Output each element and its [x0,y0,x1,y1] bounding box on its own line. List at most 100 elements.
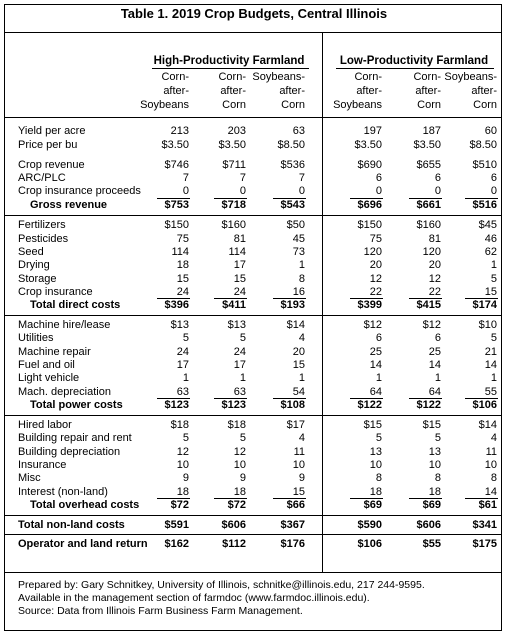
column-header-line: after- [415,85,441,97]
subtotal-underline [273,298,306,299]
table-row-building-repair-and-rent: Building repair and rent 5 5 4 5 5 4 [0,432,508,445]
column-header-line: Corn- [161,71,189,83]
table-cell: 5 [182,332,189,344]
table-cell: 15 [292,359,305,371]
section-divider [4,534,502,535]
table-cell: $50 [286,219,305,231]
row-label: Interest (non-land) [18,486,108,498]
table-cell: 9 [182,472,189,484]
table-cell: 14 [369,359,382,371]
table-cell: 21 [484,346,497,358]
group-header-high-underline [152,68,309,69]
table-cell: $746 [164,159,189,171]
table-cell: $160 [416,219,441,231]
section-divider [4,315,502,316]
section-divider [4,415,502,416]
table-cell: 55 [484,386,497,398]
table-cell: 75 [369,233,382,245]
subtotal-underline [409,298,442,299]
table-row-utilities: Utilities 5 5 4 6 6 5 [0,332,508,345]
footer-source: Source: Data from Illinois Farm Business… [18,605,303,617]
table-cell: $13 [170,319,189,331]
row-label: Fertilizers [18,219,66,231]
table-row-insurance: Insurance 10 10 10 10 10 10 [0,459,508,472]
table-cell: 10 [484,459,497,471]
table-cell: 5 [490,273,497,285]
row-label: Misc [18,472,41,484]
table-cell: $690 [357,159,382,171]
table-cell: 15 [484,286,497,298]
subtotal-underline [157,198,190,199]
table-cell: $45 [478,219,497,231]
table-cell: 24 [176,286,189,298]
table-cell: $10 [478,319,497,331]
table-cell: 73 [292,246,305,258]
table-cell: $174 [472,299,497,311]
table-row-gross-revenue: Gross revenue $753 $718 $543 $696 $661 $516 [0,199,508,212]
table-row-crop-insurance: Crop insurance 24 24 16 22 22 15 [0,286,508,299]
table-cell: $8.50 [277,139,305,151]
table-cell: 18 [369,486,382,498]
table-cell: 20 [428,259,441,271]
table-cell: $150 [164,219,189,231]
table-cell: 10 [369,459,382,471]
row-label: Light vehicle [18,372,80,384]
table-cell: 20 [292,346,305,358]
table-cell: $15 [363,419,382,431]
table-cell: 64 [369,386,382,398]
table-cell: 0 [239,185,246,197]
subtotal-underline [214,398,247,399]
column-header-line: after- [356,85,382,97]
table-cell: 0 [182,185,189,197]
table-cell: $696 [357,199,382,211]
group-header-high: High-Productivity Farmland [153,55,305,67]
table-cell: $3.50 [218,139,246,151]
table-cell: 213 [170,125,189,137]
column-header-line: Corn- [354,71,382,83]
table-cell: 15 [176,273,189,285]
table-cell: 54 [292,386,305,398]
table-row-total-direct-costs: Total direct costs $396 $411 $193 $399 $415 $1… [0,299,508,312]
column-header-line: Soybeans [140,99,189,111]
table-cell: 10 [292,459,305,471]
table-cell: 9 [298,472,305,484]
table-cell: 8 [434,472,441,484]
row-label: Machine repair [18,346,91,358]
table-cell: $14 [478,419,497,431]
column-header-line: Corn [281,99,305,111]
column-header-1: Corn-after- Soybeans [129,70,189,112]
table-cell: 8 [490,472,497,484]
table-cell: $3.50 [354,139,382,151]
subtotal-underline [214,298,247,299]
table-cell: 1 [434,372,441,384]
table-cell: 15 [233,273,246,285]
table-row-machine-hire-lease: Machine hire/lease $13 $13 $14 $12 $12 $10 [0,319,508,332]
table-cell: 6 [490,172,497,184]
table-cell: $753 [164,199,189,211]
table-row-machine-repair: Machine repair 24 24 20 25 25 21 [0,346,508,359]
table-cell: 63 [233,386,246,398]
table-cell: $106 [472,399,497,411]
table-cell: $160 [221,219,246,231]
row-label: Building depreciation [18,446,121,458]
table-cell: $108 [280,399,305,411]
table-cell: 0 [298,185,305,197]
table-cell: 114 [171,246,189,258]
table-cell: $14 [286,319,305,331]
table-row-storage: Storage 15 15 8 12 12 5 [0,273,508,286]
table-cell: 7 [182,172,189,184]
table-cell: 1 [239,372,246,384]
row-label: Pesticides [18,233,69,245]
subtotal-underline [465,498,498,499]
row-label: Total direct costs [30,299,121,311]
table-cell: 1 [298,372,305,384]
table-cell: $12 [422,319,441,331]
table-cell: 10 [233,459,246,471]
footer-availability: Available in the management section of f… [18,592,370,604]
table-cell: 1 [490,259,497,271]
row-label: Building repair and rent [18,432,132,444]
table-cell: 46 [484,233,497,245]
table-row-mach-depreciation: Mach. depreciation 63 63 54 64 64 55 [0,386,508,399]
table-cell: 75 [176,233,189,245]
table-cell: $711 [222,159,246,171]
